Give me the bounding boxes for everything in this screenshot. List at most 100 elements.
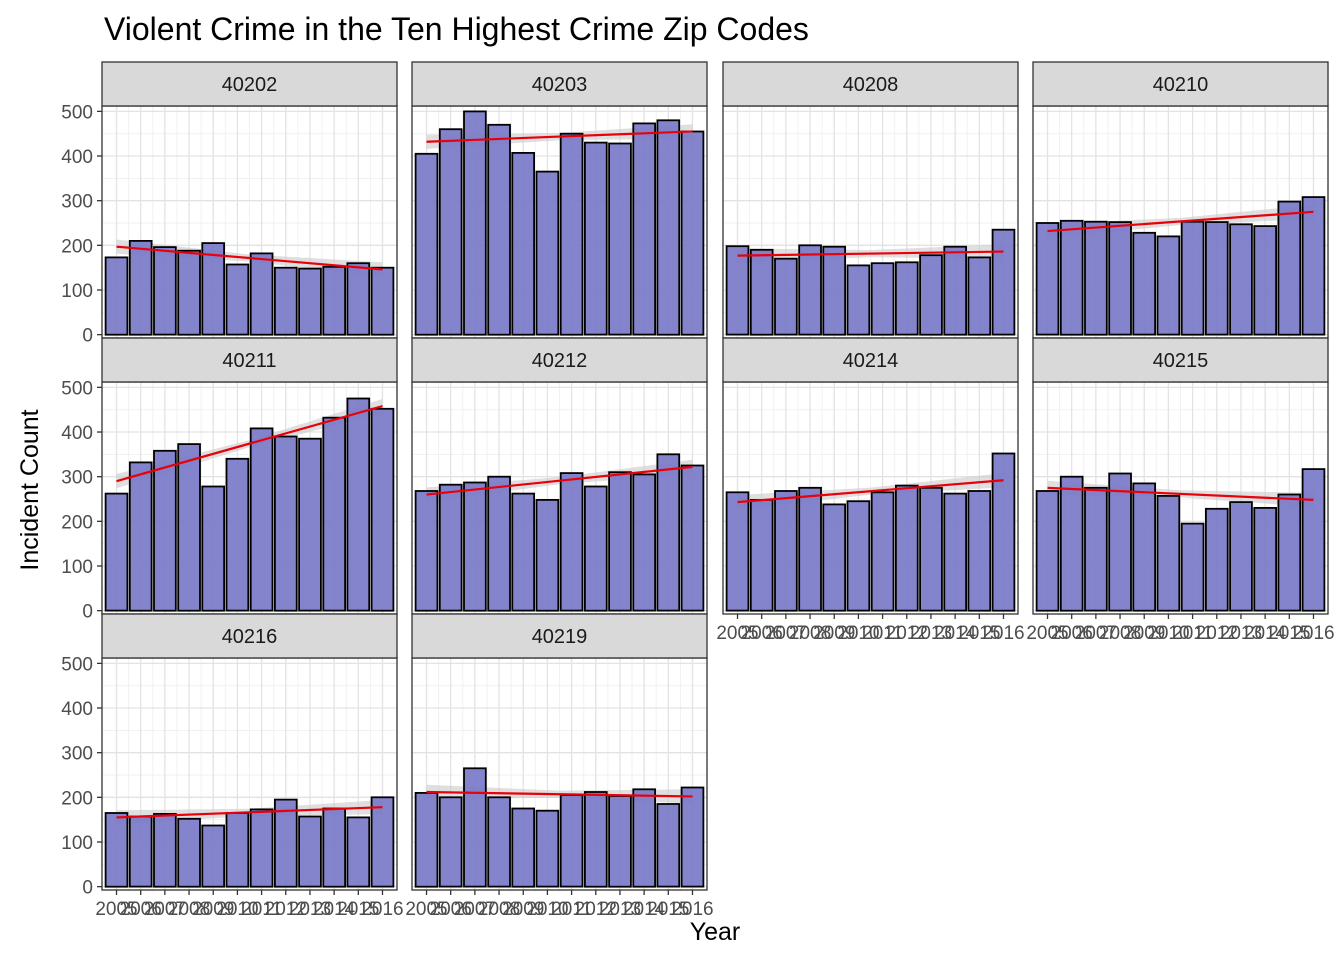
bar-40211-2016 xyxy=(370,407,395,612)
y-tick-label: 200 xyxy=(61,236,93,257)
trend-line xyxy=(116,806,383,819)
x-tick-label: 2009 xyxy=(1123,623,1165,644)
facet-strip-label: 40208 xyxy=(843,74,899,96)
facet-strip xyxy=(101,61,398,107)
facet-strip-label: 40202 xyxy=(222,74,278,96)
bar-40208-2011 xyxy=(870,262,895,336)
facet-strip-label: 40215 xyxy=(1153,350,1209,372)
facet-panel-40214: 4021420052006200720082009201020112012201… xyxy=(716,337,1025,644)
bar-40202-2006 xyxy=(128,239,153,336)
x-tick-label: 2008 xyxy=(478,899,520,920)
x-tick-label: 2014 xyxy=(1244,623,1287,644)
y-tick-label: 300 xyxy=(61,192,93,213)
bar-40212-2008 xyxy=(487,475,511,612)
bar-40202-2011 xyxy=(249,252,274,336)
trend-line xyxy=(426,130,693,143)
bar-40219-2006 xyxy=(438,796,463,888)
bar-40211-2009 xyxy=(201,485,226,612)
x-tick-label: 2006 xyxy=(741,623,783,644)
bar-40215-2015 xyxy=(1277,493,1302,612)
facet-strip xyxy=(1032,337,1329,383)
facet-strip-label: 40219 xyxy=(532,626,588,648)
bar-40215-2008 xyxy=(1108,472,1132,612)
bar-40202-2005 xyxy=(104,256,129,336)
facet-panel-40208: 40208 xyxy=(722,61,1019,339)
facet-strip-label: 40203 xyxy=(532,74,588,96)
x-tick-label: 2015 xyxy=(1268,623,1310,644)
bar-40203-2008 xyxy=(487,123,511,336)
facet-panel-40212: 40212 xyxy=(411,337,708,615)
x-axis-title: Year xyxy=(690,918,741,946)
x-tick-label: 2011 xyxy=(241,899,282,920)
facet-panel-40202: 40202 0 100 200 300 400 500 xyxy=(61,61,398,347)
y-tick-label: 0 xyxy=(82,326,93,347)
facet-strip-label: 40212 xyxy=(532,350,588,372)
bar-40210-2016 xyxy=(1301,196,1326,336)
bar-40219-2015 xyxy=(656,803,681,888)
x-tick-label: 2005 xyxy=(1026,623,1068,644)
y-tick-label: 500 xyxy=(61,654,93,675)
bar-40208-2005 xyxy=(725,245,750,336)
bar-40215-2011 xyxy=(1180,522,1205,612)
x-tick-label: 2013 xyxy=(910,623,952,644)
x-tick-label: 2007 xyxy=(765,623,807,644)
bar-40212-2007 xyxy=(463,481,487,612)
bar-40203-2009 xyxy=(511,151,535,336)
y-tick-label: 400 xyxy=(61,423,93,444)
bar-40210-2011 xyxy=(1180,220,1205,336)
bar-40212-2010 xyxy=(535,498,560,612)
bar-40211-2008 xyxy=(177,443,201,612)
bar-40216-2010 xyxy=(225,812,250,888)
bar-40210-2014 xyxy=(1253,225,1278,336)
x-tick-label: 2013 xyxy=(1220,623,1262,644)
bar-40203-2013 xyxy=(608,142,632,336)
bar-40208-2007 xyxy=(774,257,798,336)
bar-40219-2011 xyxy=(559,794,584,888)
bar-40203-2012 xyxy=(584,141,608,336)
bar-40203-2010 xyxy=(535,170,560,336)
bar-40211-2011 xyxy=(249,427,274,612)
bar-40208-2008 xyxy=(798,244,822,336)
bar-40211-2010 xyxy=(225,457,250,612)
facet-strip-label: 40210 xyxy=(1153,74,1209,96)
bar-40219-2010 xyxy=(535,809,560,888)
facet-strip xyxy=(101,613,398,659)
trend-line xyxy=(426,465,693,496)
y-tick-label: 0 xyxy=(82,602,93,623)
x-tick-label: 2005 xyxy=(95,899,137,920)
x-tick-label: 2013 xyxy=(599,899,641,920)
bar-40203-2015 xyxy=(656,119,681,336)
chart-title: Violent Crime in the Ten Highest Crime Z… xyxy=(104,11,809,47)
bar-40208-2016 xyxy=(991,228,1016,336)
x-tick-label: 2013 xyxy=(289,899,331,920)
x-tick-label: 2007 xyxy=(454,899,496,920)
bar-40214-2015 xyxy=(967,490,992,612)
bar-40212-2009 xyxy=(511,492,535,612)
y-tick-label: 200 xyxy=(61,512,93,533)
bar-40202-2009 xyxy=(201,242,226,336)
bar-40214-2011 xyxy=(870,491,895,612)
bar-40212-2006 xyxy=(438,483,463,612)
bar-40210-2008 xyxy=(1108,221,1132,336)
bar-40203-2016 xyxy=(680,130,705,336)
x-tick-label: 2006 xyxy=(430,899,472,920)
bar-40216-2016 xyxy=(370,796,395,888)
bar-40214-2007 xyxy=(774,490,798,612)
bar-40211-2007 xyxy=(153,449,177,612)
x-tick-label: 2014 xyxy=(313,899,356,920)
bar-40215-2006 xyxy=(1059,475,1084,612)
x-tick-label: 2008 xyxy=(1099,623,1141,644)
facet-strip xyxy=(722,61,1019,107)
bar-40214-2012 xyxy=(895,484,919,612)
x-tick-label: 2009 xyxy=(502,899,544,920)
y-tick-label: 500 xyxy=(61,102,93,123)
bar-40214-2013 xyxy=(919,486,943,612)
bar-40208-2015 xyxy=(967,256,992,336)
bar-40202-2015 xyxy=(346,262,371,336)
facet-strip-label: 40216 xyxy=(222,626,278,648)
x-tick-label: 2015 xyxy=(647,899,689,920)
facet-strip xyxy=(411,337,708,383)
facet-panel-40203: 40203 xyxy=(411,61,708,339)
trend-line xyxy=(426,790,693,798)
